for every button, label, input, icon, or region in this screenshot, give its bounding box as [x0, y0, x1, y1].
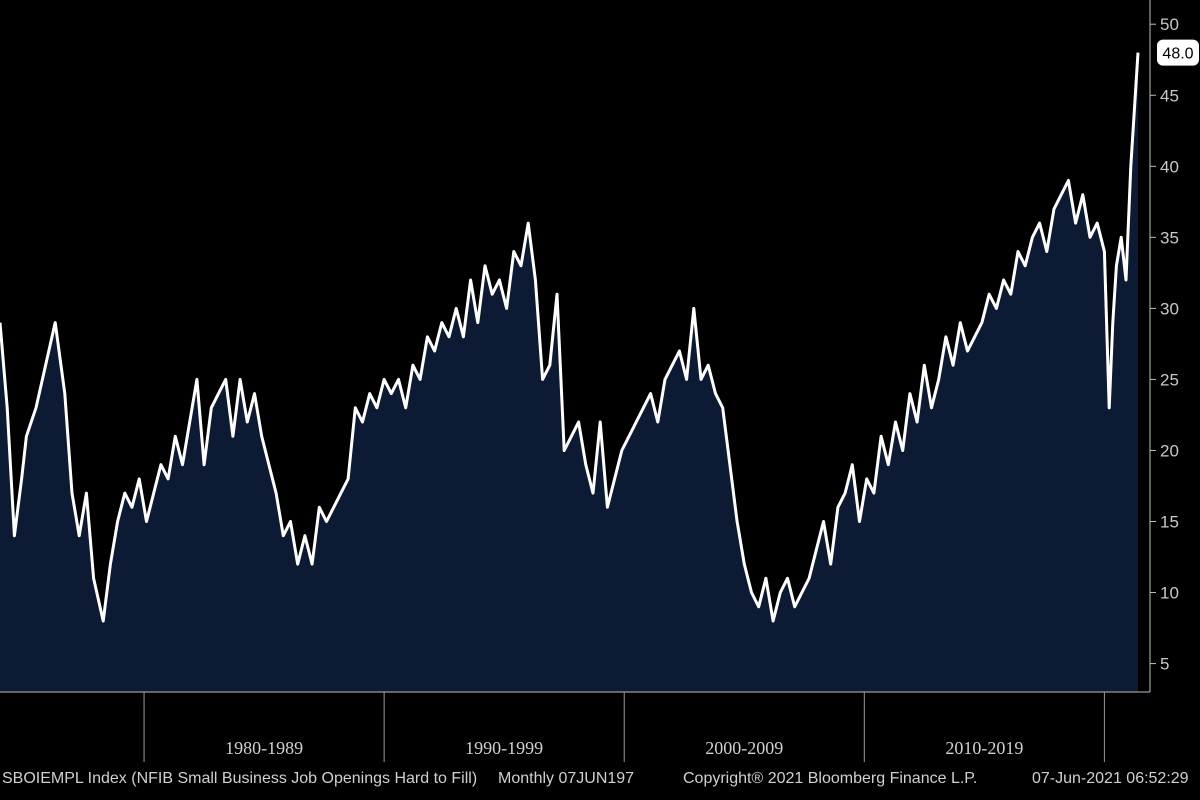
- plot-area: [0, 52, 1140, 693]
- y-tick-label: 50: [1160, 15, 1179, 34]
- series-area-fill: [0, 52, 1138, 693]
- series-line: [0, 52, 1140, 623]
- last-value-label: 48.0: [1162, 46, 1193, 63]
- x-axis: 1980-1989 1990-1999 2000-2009 2010-2019: [0, 691, 1150, 762]
- y-tick-label: 30: [1160, 299, 1179, 318]
- y-tick-label: 25: [1160, 370, 1179, 389]
- y-tick-label: 5: [1160, 655, 1169, 674]
- y-tick-label: 20: [1160, 441, 1179, 460]
- y-tick-label: 45: [1160, 86, 1179, 105]
- last-value-box: [1157, 39, 1199, 66]
- x-decade-label: 1980-1989: [225, 738, 303, 758]
- footer-ticker: SBOIEMPL Index (NFIB Small Business Job …: [2, 770, 478, 787]
- y-tick-label: 40: [1160, 157, 1179, 176]
- y-tick-label: 15: [1160, 513, 1179, 532]
- y-tick-label: 35: [1160, 228, 1179, 247]
- last-value-marker: 48.0: [1157, 39, 1199, 66]
- footer-timestamp: 07-Jun-2021 06:52:29: [1032, 770, 1189, 787]
- x-decade-label: 1990-1999: [465, 738, 543, 758]
- x-decade-label: 2000-2009: [705, 738, 783, 758]
- x-decade-label: 2010-2019: [945, 738, 1023, 758]
- y-axis: 5 10 15 20 25 30 35 40 45 50: [1149, 0, 1179, 692]
- footer-frequency: Monthly 07JUN197: [498, 770, 635, 787]
- footer-bar: SBOIEMPL Index (NFIB Small Business Job …: [0, 766, 1200, 796]
- y-tick-label: 10: [1160, 584, 1179, 603]
- footer-copyright: Copyright® 2021 Bloomberg Finance L.P.: [683, 770, 978, 787]
